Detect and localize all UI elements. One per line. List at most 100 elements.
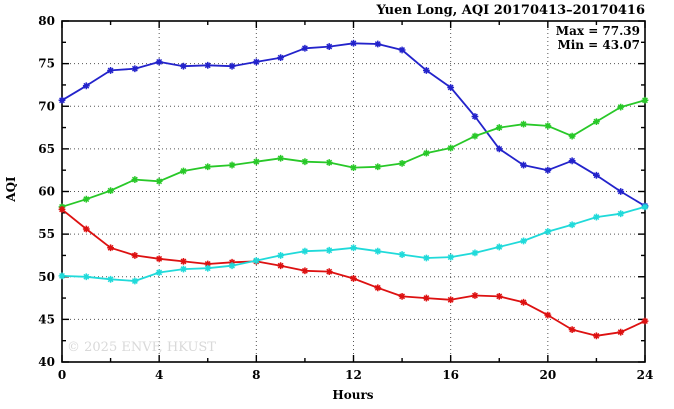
marker-cyan bbox=[204, 264, 212, 272]
marker-green bbox=[131, 176, 139, 183]
max-annotation: Max = 77.39 bbox=[555, 24, 640, 38]
marker-cyan bbox=[641, 203, 649, 211]
marker-red bbox=[617, 328, 625, 336]
marker-cyan bbox=[155, 269, 163, 276]
marker-cyan bbox=[82, 273, 90, 281]
marker-blue bbox=[58, 96, 66, 104]
marker-green bbox=[495, 124, 503, 131]
marker-cyan bbox=[228, 262, 236, 270]
marker-blue bbox=[447, 84, 455, 91]
marker-blue bbox=[82, 82, 90, 90]
marker-cyan bbox=[447, 253, 455, 261]
marker-red bbox=[422, 294, 430, 302]
marker-blue bbox=[204, 61, 212, 69]
marker-green bbox=[544, 122, 552, 130]
marker-cyan bbox=[471, 249, 479, 257]
marker-green bbox=[277, 154, 285, 162]
marker-blue bbox=[252, 58, 260, 66]
marker-blue bbox=[471, 113, 479, 120]
marker-green bbox=[374, 163, 382, 171]
x-tick-label: 20 bbox=[539, 368, 556, 382]
marker-cyan bbox=[252, 257, 260, 264]
marker-blue bbox=[107, 67, 114, 74]
marker-cyan bbox=[593, 213, 600, 221]
watermark: © 2025 ENVF, HKUST bbox=[67, 340, 216, 355]
marker-blue bbox=[228, 62, 236, 70]
marker-red bbox=[520, 298, 527, 306]
marker-red bbox=[374, 284, 382, 292]
marker-cyan bbox=[495, 243, 503, 251]
marker-cyan bbox=[277, 252, 285, 259]
marker-cyan bbox=[350, 244, 357, 252]
marker-cyan bbox=[617, 210, 625, 218]
plot-border bbox=[61, 20, 646, 363]
marker-green bbox=[641, 96, 649, 104]
marker-blue bbox=[422, 67, 430, 74]
y-axis-label: AQI bbox=[4, 176, 18, 202]
x-tick-label: 0 bbox=[58, 368, 66, 382]
marker-red bbox=[107, 244, 114, 252]
marker-red bbox=[301, 267, 309, 275]
marker-green bbox=[204, 163, 212, 171]
marker-cyan bbox=[398, 251, 406, 258]
marker-cyan bbox=[422, 254, 430, 262]
y-tick-label: 80 bbox=[38, 14, 55, 28]
marker-green bbox=[82, 195, 90, 203]
marker-red bbox=[350, 275, 357, 282]
x-tick-label: 8 bbox=[252, 368, 260, 382]
marker-red bbox=[325, 268, 333, 276]
x-axis-label: Hours bbox=[332, 388, 374, 402]
x-tick-label: 24 bbox=[637, 368, 654, 382]
marker-green bbox=[617, 103, 625, 111]
marker-green bbox=[107, 187, 114, 195]
y-tick-label: 70 bbox=[38, 99, 55, 113]
y-tick-label: 65 bbox=[38, 142, 55, 156]
marker-cyan bbox=[520, 237, 527, 245]
marker-green bbox=[301, 158, 309, 166]
min-annotation: Min = 43.07 bbox=[557, 38, 640, 52]
marker-green bbox=[520, 120, 527, 128]
x-tick-label: 16 bbox=[442, 368, 459, 382]
marker-red bbox=[544, 311, 552, 319]
y-tick-label: 45 bbox=[38, 312, 55, 326]
marker-blue bbox=[398, 46, 406, 54]
marker-blue bbox=[617, 188, 625, 195]
y-tick-label: 75 bbox=[38, 57, 55, 71]
marker-red bbox=[155, 255, 163, 263]
marker-cyan bbox=[131, 277, 139, 285]
marker-cyan bbox=[325, 246, 333, 254]
marker-red bbox=[204, 260, 212, 268]
marker-green bbox=[568, 132, 576, 140]
marker-red bbox=[471, 292, 479, 299]
marker-green bbox=[398, 159, 406, 167]
marker-green bbox=[422, 149, 430, 157]
marker-blue bbox=[131, 65, 139, 73]
marker-blue bbox=[495, 145, 503, 153]
marker-red bbox=[641, 317, 649, 325]
marker-blue bbox=[277, 54, 285, 62]
marker-cyan bbox=[301, 247, 309, 255]
chart-title: Yuen Long, AQI 20170413–20170416 bbox=[376, 3, 646, 18]
marker-red bbox=[131, 252, 139, 259]
marker-green bbox=[325, 159, 333, 166]
marker-green bbox=[471, 132, 479, 140]
y-tick-label: 40 bbox=[38, 355, 55, 369]
marker-red bbox=[180, 258, 187, 265]
marker-green bbox=[252, 158, 260, 166]
marker-blue bbox=[568, 157, 576, 165]
marker-blue bbox=[325, 43, 333, 50]
marker-cyan bbox=[107, 275, 114, 283]
marker-red bbox=[593, 332, 600, 340]
y-tick-label: 50 bbox=[38, 270, 55, 284]
marker-blue bbox=[301, 44, 309, 52]
marker-green bbox=[593, 118, 600, 125]
marker-green bbox=[180, 167, 187, 175]
x-tick-label: 12 bbox=[345, 368, 362, 382]
marker-green bbox=[447, 144, 455, 152]
y-tick-label: 55 bbox=[38, 227, 55, 241]
marker-cyan bbox=[568, 221, 576, 229]
marker-blue bbox=[544, 166, 552, 174]
marker-red bbox=[277, 262, 285, 270]
